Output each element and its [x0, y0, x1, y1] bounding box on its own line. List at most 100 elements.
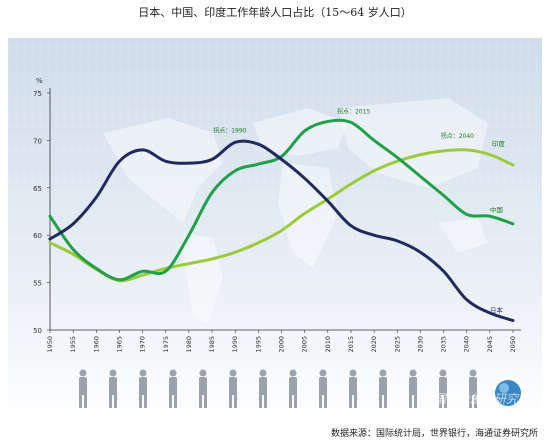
- person-silhouette-body: [79, 377, 87, 395]
- person-silhouette-leg: [409, 394, 412, 408]
- x-tick-label: 1985: [208, 336, 216, 353]
- chart-frame: % 75 70 65 60 55 50 1950 1955 1960 1965 1970 1975 198…: [8, 38, 542, 423]
- person-silhouette-leg: [384, 394, 387, 408]
- y-tick-label: 55: [33, 280, 42, 288]
- chart-svg: % 75 70 65 60 55 50 1950 1955 1960 1965 1970 1975 198…: [8, 38, 542, 423]
- chart-series: [48, 118, 515, 323]
- person-silhouette-head: [379, 369, 387, 377]
- person-silhouette-leg: [84, 394, 87, 408]
- x-tick-label: 2045: [486, 336, 494, 353]
- x-tick-label: 2010: [324, 336, 332, 353]
- background-grid-texture: [8, 38, 542, 338]
- person-silhouette-leg: [139, 394, 142, 408]
- person-silhouette-leg: [354, 394, 357, 408]
- person-silhouette-leg: [234, 394, 237, 408]
- x-tick-label: 2015: [347, 336, 355, 353]
- person-silhouette-leg: [289, 394, 292, 408]
- y-tick-label: 65: [33, 185, 42, 193]
- x-tick-label: 2035: [440, 336, 448, 353]
- person-silhouette-leg: [114, 394, 117, 408]
- y-tick-label: 50: [33, 327, 42, 335]
- person-silhouette-body: [199, 377, 207, 395]
- person-silhouette-leg: [169, 394, 172, 408]
- y-axis-label: %: [36, 77, 43, 85]
- series-label-india: 印度: [492, 139, 506, 148]
- chart-labels: 日本 中国 印度 拐点：1990 拐点：2015 拐点：2040: [213, 107, 505, 314]
- person-silhouette-leg: [264, 394, 267, 408]
- series-label-japan: 日本: [490, 306, 504, 315]
- y-tick-label: 60: [33, 232, 42, 240]
- person-silhouette-leg: [469, 394, 472, 408]
- people-silhouettes: [79, 369, 477, 408]
- series-line-india: [48, 148, 515, 283]
- person-silhouette-leg: [379, 394, 382, 408]
- person-silhouette-leg: [294, 394, 297, 408]
- y-tick-label: 75: [33, 90, 42, 98]
- x-tick-label: 2040: [463, 336, 471, 353]
- y-tick-label: 70: [33, 137, 42, 145]
- x-tick-label: 1990: [231, 336, 239, 353]
- world-map-decoration: [103, 98, 488, 323]
- person-silhouette-leg: [349, 394, 352, 408]
- person-silhouette-head: [229, 369, 237, 377]
- x-tick-label: 2030: [416, 336, 424, 353]
- person-silhouette-head: [439, 369, 447, 377]
- x-tick-label: 1965: [115, 336, 123, 353]
- chart-title: 日本、中国、印度工作年龄人口占比（15～64 岁人口）: [138, 6, 412, 19]
- x-tick-label: 2020: [370, 336, 378, 353]
- person-silhouette-leg: [229, 394, 232, 408]
- x-tick-label: 1960: [92, 336, 100, 353]
- person-silhouette-leg: [79, 394, 82, 408]
- person-silhouette-head: [409, 369, 417, 377]
- person-silhouette-leg: [259, 394, 262, 408]
- globe-logo-highlight: [499, 383, 509, 393]
- x-tick-label: 2025: [393, 336, 401, 353]
- person-silhouette-body: [349, 377, 357, 395]
- x-tick-label: 1975: [162, 336, 170, 353]
- person-silhouette-head: [319, 369, 327, 377]
- person-silhouette-leg: [444, 394, 447, 408]
- person-silhouette-body: [319, 377, 327, 395]
- person-silhouette-head: [349, 369, 357, 377]
- person-silhouette-body: [409, 377, 417, 395]
- person-silhouette-leg: [204, 394, 207, 408]
- annotation-turning-point: 拐点：2040: [441, 132, 474, 140]
- x-tick-label: 1950: [46, 336, 54, 353]
- person-silhouette-body: [169, 377, 177, 395]
- person-silhouette-leg: [474, 394, 477, 408]
- person-silhouette-leg: [199, 394, 202, 408]
- series-line-japan: [48, 139, 515, 323]
- person-silhouette-head: [139, 369, 147, 377]
- person-silhouette-leg: [319, 394, 322, 408]
- annotation-turning-point: 拐点：2015: [337, 107, 370, 115]
- x-tick-label: 1995: [254, 336, 262, 353]
- series-label-china: 中国: [490, 205, 503, 214]
- series-line-china: [48, 118, 515, 282]
- chart-axes: % 75 70 65 60 55 50 1950 1955 1960 1965 1970 1975 198…: [33, 77, 521, 353]
- x-tick-label: 2005: [301, 336, 309, 353]
- person-silhouette-leg: [414, 394, 417, 408]
- person-silhouette-body: [139, 377, 147, 395]
- person-silhouette-body: [109, 377, 117, 395]
- person-silhouette-leg: [144, 394, 147, 408]
- person-silhouette-head: [109, 369, 117, 377]
- person-silhouette-head: [289, 369, 297, 377]
- x-tick-label: 1970: [139, 336, 147, 353]
- person-silhouette-body: [439, 377, 447, 395]
- person-silhouette-leg: [439, 394, 442, 408]
- person-silhouette-head: [469, 369, 477, 377]
- x-tick-label: 1955: [69, 336, 77, 353]
- person-silhouette-body: [229, 377, 237, 395]
- person-silhouette-leg: [109, 394, 112, 408]
- person-silhouette-body: [469, 377, 477, 395]
- person-silhouette-head: [199, 369, 207, 377]
- person-silhouette-leg: [324, 394, 327, 408]
- x-tick-label: 2000: [278, 336, 286, 353]
- person-silhouette-head: [169, 369, 177, 377]
- person-silhouette-body: [379, 377, 387, 395]
- source-note: 数据来源：国际统计局，世界银行，海通证券研究所: [330, 429, 538, 439]
- person-silhouette-leg: [174, 394, 177, 408]
- person-silhouette-head: [259, 369, 267, 377]
- watermark-text: 中国产业发展研究网: [422, 392, 532, 406]
- person-silhouette-body: [259, 377, 267, 395]
